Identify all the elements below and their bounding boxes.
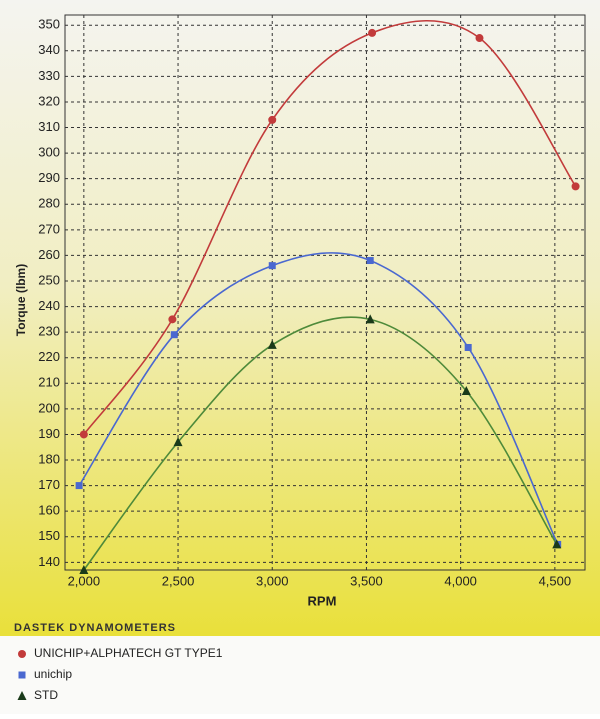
- marker: [170, 331, 178, 339]
- marker: [79, 430, 88, 439]
- x-tick-label: 4,000: [444, 573, 477, 588]
- x-axis-label: RPM: [308, 593, 337, 608]
- x-tick-label: 3,000: [256, 573, 289, 588]
- marker: [268, 262, 276, 270]
- y-tick-label: 250: [38, 272, 60, 287]
- series-line: [78, 252, 559, 545]
- marker: [365, 314, 375, 324]
- chart-background: [0, 0, 600, 636]
- y-tick-label: 350: [38, 17, 60, 32]
- legend-marker: [18, 650, 26, 658]
- marker: [461, 385, 471, 395]
- y-tick-label: 240: [38, 298, 60, 313]
- x-tick-label: 2,500: [162, 573, 195, 588]
- x-tick-label: 4,500: [539, 573, 572, 588]
- y-tick-label: 220: [38, 349, 60, 364]
- footer: DASTEK DYNAMOMETERS: [14, 622, 176, 634]
- y-tick-label: 310: [38, 119, 60, 134]
- y-tick-label: 320: [38, 93, 60, 108]
- y-tick-label: 340: [38, 42, 60, 57]
- marker: [368, 28, 377, 37]
- legend-marker: [18, 671, 26, 679]
- y-tick-label: 160: [38, 503, 60, 518]
- series-line: [83, 20, 577, 435]
- marker: [475, 34, 484, 43]
- plot-frame: [64, 14, 586, 571]
- y-tick-label: 230: [38, 324, 60, 339]
- marker: [168, 315, 177, 324]
- marker: [552, 539, 562, 549]
- y-tick-label: 300: [38, 145, 60, 160]
- y-tick-label: 270: [38, 221, 60, 236]
- y-tick-label: 180: [38, 451, 60, 466]
- series-line: [83, 316, 558, 571]
- marker: [366, 257, 374, 265]
- y-tick-label: 260: [38, 247, 60, 262]
- y-tick-label: 170: [38, 477, 60, 492]
- y-tick-label: 210: [38, 375, 60, 390]
- y-tick-label: 330: [38, 68, 60, 83]
- y-tick-label: 150: [38, 528, 60, 543]
- marker: [75, 482, 83, 490]
- marker: [79, 565, 89, 574]
- marker: [464, 343, 472, 351]
- y-tick-label: 280: [38, 196, 60, 211]
- y-axis-label: Torque (lbm): [14, 264, 28, 336]
- marker: [267, 339, 277, 349]
- y-tick-label: 190: [38, 426, 60, 441]
- legend-background: [0, 636, 600, 714]
- y-tick-label: 200: [38, 400, 60, 415]
- marker: [268, 115, 277, 124]
- legend-label: STD: [34, 688, 58, 702]
- marker: [571, 182, 580, 191]
- legend-label: unichip: [34, 667, 72, 681]
- legend-marker: [17, 691, 27, 700]
- x-tick-label: 2,000: [68, 573, 101, 588]
- marker: [173, 437, 183, 447]
- y-tick-label: 140: [38, 554, 60, 569]
- legend-label: UNICHIP+ALPHATECH GT TYPE1: [34, 646, 223, 660]
- x-tick-label: 3,500: [350, 573, 383, 588]
- y-tick-label: 290: [38, 170, 60, 185]
